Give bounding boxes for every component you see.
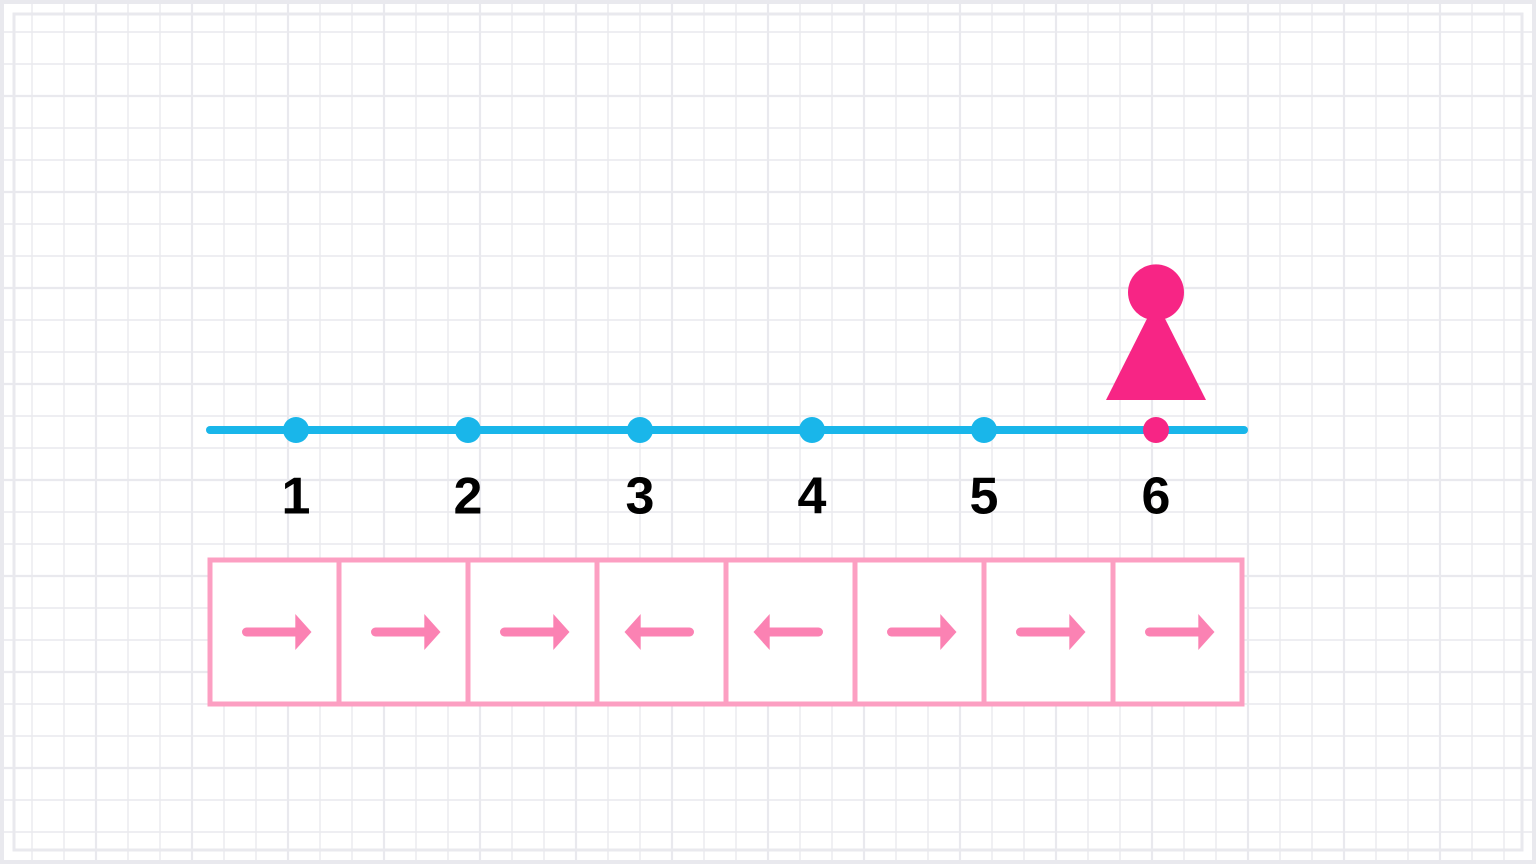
number-line-marker-dot <box>1143 417 1169 443</box>
number-line-dot <box>283 417 309 443</box>
pawn-head <box>1128 264 1184 320</box>
diagram-svg: 1 2 3 4 5 6 <box>0 0 1536 864</box>
number-line-label: 6 <box>1142 468 1171 526</box>
arrow-strip <box>210 560 1242 704</box>
number-line-label: 5 <box>970 468 999 526</box>
number-line-label: 3 <box>626 468 655 526</box>
diagram-stage: 1 2 3 4 5 6 <box>0 0 1536 864</box>
number-line-dot <box>627 417 653 443</box>
number-line-label: 2 <box>454 468 483 526</box>
number-line-label: 4 <box>798 468 827 526</box>
number-line-dot <box>799 417 825 443</box>
number-line-label: 1 <box>282 468 311 526</box>
number-line-dot <box>455 417 481 443</box>
number-line-dot <box>971 417 997 443</box>
